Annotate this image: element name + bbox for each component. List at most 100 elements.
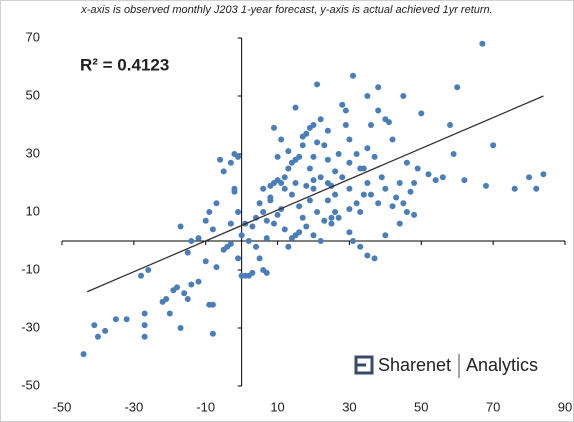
- point: [411, 211, 418, 218]
- point: [245, 238, 252, 244]
- x-tick-label: -10: [196, 399, 215, 414]
- point: [389, 136, 396, 143]
- point: [310, 177, 317, 184]
- point: [123, 316, 130, 323]
- point: [314, 81, 321, 88]
- point: [91, 322, 98, 329]
- point: [177, 223, 184, 230]
- point: [303, 182, 310, 189]
- point: [270, 220, 277, 227]
- point: [281, 185, 288, 192]
- point: [335, 151, 342, 157]
- point: [346, 206, 353, 213]
- point: [145, 267, 152, 273]
- point: [112, 316, 119, 323]
- point: [314, 139, 321, 146]
- point: [367, 122, 374, 128]
- point: [321, 142, 328, 149]
- point: [195, 278, 202, 285]
- point: [396, 220, 403, 227]
- point: [209, 226, 216, 233]
- point: [324, 156, 331, 163]
- point: [238, 232, 245, 239]
- point: [94, 333, 101, 340]
- x-tick-label: -30: [124, 399, 143, 414]
- point: [253, 243, 260, 250]
- point: [267, 197, 274, 204]
- point: [533, 185, 540, 192]
- point: [299, 214, 306, 221]
- point: [328, 214, 335, 221]
- point: [310, 232, 317, 239]
- point: [227, 220, 234, 227]
- y-tick-label: -10: [21, 261, 40, 276]
- point: [400, 93, 407, 99]
- point: [274, 153, 281, 160]
- point: [339, 101, 346, 108]
- point: [235, 153, 242, 160]
- point: [202, 217, 209, 224]
- point: [403, 159, 410, 166]
- point: [306, 124, 313, 131]
- point: [278, 180, 285, 186]
- y-tick-label: 70: [26, 29, 40, 44]
- point: [414, 165, 421, 172]
- point: [382, 185, 389, 192]
- point: [332, 191, 339, 198]
- point: [227, 240, 234, 247]
- point: [102, 327, 109, 334]
- brand-suffix: Analytics: [466, 355, 538, 375]
- point: [432, 177, 439, 184]
- point: [357, 209, 364, 215]
- point: [526, 174, 533, 181]
- point: [281, 226, 288, 233]
- point: [278, 136, 285, 143]
- point: [285, 243, 292, 250]
- point: [249, 269, 256, 276]
- point: [141, 310, 148, 317]
- point: [188, 238, 195, 244]
- point: [400, 200, 407, 207]
- point: [540, 171, 547, 178]
- point: [292, 180, 299, 186]
- point: [418, 110, 425, 117]
- point: [281, 174, 288, 181]
- point: [324, 197, 331, 204]
- point: [263, 269, 270, 276]
- point: [209, 301, 216, 308]
- point: [195, 235, 202, 242]
- x-tick-label: 50: [414, 399, 428, 414]
- point: [80, 351, 87, 358]
- point: [364, 93, 371, 99]
- point: [306, 165, 313, 172]
- point: [206, 209, 213, 215]
- point: [332, 168, 339, 175]
- point: [166, 310, 173, 317]
- point: [479, 40, 486, 47]
- chart-title: x-axis is observed monthly J203 1-year f…: [80, 4, 492, 16]
- point: [288, 235, 295, 242]
- point: [339, 174, 346, 181]
- point: [202, 258, 209, 265]
- point: [461, 177, 468, 184]
- point: [317, 174, 324, 181]
- point: [321, 217, 328, 224]
- point: [353, 151, 360, 157]
- point: [310, 153, 317, 160]
- point: [346, 159, 353, 166]
- r-squared: R² = 0.4123: [80, 55, 169, 74]
- x-tick-label: 90: [558, 399, 572, 414]
- point: [285, 165, 292, 172]
- point: [411, 180, 418, 186]
- point: [324, 127, 331, 134]
- y-tick-label: -30: [21, 319, 40, 334]
- point: [364, 252, 371, 259]
- point: [332, 209, 339, 215]
- point: [447, 122, 454, 128]
- point: [296, 203, 303, 210]
- logo: Sharenet Analytics: [354, 354, 538, 378]
- point: [256, 200, 263, 207]
- point: [382, 232, 389, 239]
- point: [328, 220, 335, 227]
- x-tick-label: 70: [486, 399, 500, 414]
